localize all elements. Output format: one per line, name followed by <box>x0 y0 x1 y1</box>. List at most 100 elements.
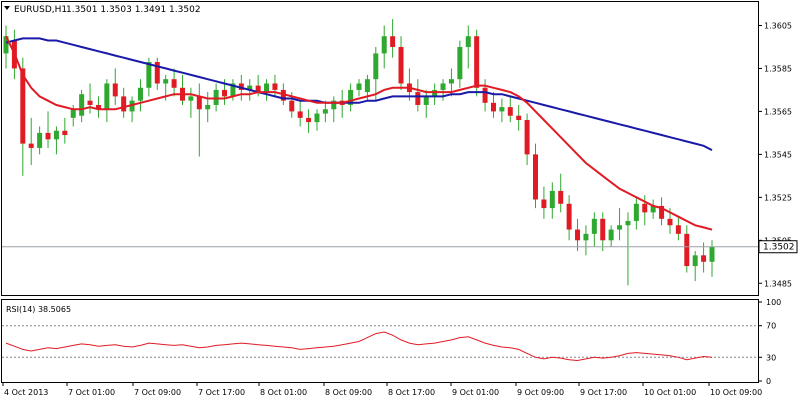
candle-body <box>331 100 337 110</box>
candle-body <box>667 218 673 226</box>
candle-body <box>79 94 85 116</box>
candle-body <box>95 104 101 110</box>
candle-body <box>348 89 354 105</box>
rsi-axis-label: 30 <box>766 353 776 362</box>
candle-body <box>37 132 43 148</box>
candle-body <box>137 87 143 101</box>
candle-body <box>524 120 530 155</box>
candle-body <box>600 218 606 241</box>
rsi-axis-label: 70 <box>766 322 776 331</box>
time-axis-label: 4 Oct 2013 <box>4 388 48 397</box>
price-panel-frame <box>1 1 759 296</box>
candle-body <box>381 36 387 54</box>
candle-body <box>642 203 648 213</box>
candle-body <box>264 83 270 93</box>
candle-body <box>205 104 211 110</box>
time-axis-label: 7 Oct 01:00 <box>68 388 115 397</box>
candle-body <box>533 154 538 200</box>
time-axis-label: 7 Oct 09:00 <box>134 388 181 397</box>
price-axis-label: 1.3585 <box>764 64 792 73</box>
candle-body <box>238 83 244 90</box>
rsi-axis-label: 0 <box>766 377 771 386</box>
current-price-box <box>758 240 798 254</box>
candle-body <box>247 85 253 90</box>
current-price-layer: 1.3502 <box>2 240 798 254</box>
time-axis-label: 9 Oct 01:00 <box>452 388 499 397</box>
candle-body <box>474 36 480 88</box>
candle-body <box>575 229 581 241</box>
candle-body <box>608 229 614 241</box>
candle-body <box>196 96 202 110</box>
symbol-label: EURUSD,H1 <box>14 5 67 15</box>
candle-body <box>440 83 446 90</box>
candle-body <box>398 46 404 84</box>
candle-body <box>121 96 127 112</box>
candle-body <box>20 68 26 144</box>
time-axis-label: 10 Oct 09:00 <box>710 388 762 397</box>
candle-body <box>465 36 471 47</box>
candle-body <box>633 203 639 221</box>
price-axis-label: 1.3545 <box>764 150 792 159</box>
candle-body <box>314 113 320 123</box>
current-price-label: 1.3502 <box>763 243 795 253</box>
price-axis-label: 1.3485 <box>764 279 792 288</box>
price-axis-label: 1.3565 <box>764 107 792 116</box>
time-axis-label: 8 Oct 17:00 <box>388 388 435 397</box>
candles-layer <box>3 19 715 286</box>
candle-body <box>163 79 169 84</box>
time-axis-label: 8 Oct 01:00 <box>260 388 307 397</box>
candle-body <box>625 220 631 226</box>
candle-body <box>3 36 9 54</box>
ohlc-readout: 1.3501 1.3503 1.3491 1.3502 <box>66 5 201 15</box>
candle-body <box>566 203 572 230</box>
candle-body <box>87 100 93 105</box>
candle-body <box>53 130 59 140</box>
candle-body <box>650 205 656 213</box>
candle-body <box>373 53 379 80</box>
candle-body <box>709 246 715 262</box>
time-axis: 4 Oct 2013 7 Oct 01:00 7 Oct 09:00 7 Oct 17… <box>2 382 762 397</box>
candle-body <box>171 79 177 88</box>
rsi-axis: 100 70 30 0 <box>758 298 781 386</box>
candle-body <box>541 199 547 209</box>
triangle-down-icon[interactable] <box>4 6 10 10</box>
candle-body <box>558 190 564 204</box>
candle-body <box>583 233 589 241</box>
candle-body <box>617 225 623 230</box>
candle-body <box>272 83 278 90</box>
candle-body <box>499 107 505 112</box>
candle-body <box>490 102 496 112</box>
candle-body <box>104 83 110 110</box>
candle-body <box>213 89 219 105</box>
candle-body <box>112 83 118 97</box>
price-axis-label: 1.3605 <box>764 21 792 30</box>
time-axis-label: 7 Oct 17:00 <box>198 388 245 397</box>
candle-body <box>591 218 597 234</box>
candle-body <box>390 36 396 47</box>
candle-body <box>684 233 690 267</box>
moving-averages-layer <box>5 35 713 231</box>
fast-ma-line <box>5 35 713 231</box>
rsi-line <box>5 331 713 362</box>
candle-body <box>255 85 261 93</box>
candle-body <box>659 205 665 219</box>
candle-body <box>448 79 454 84</box>
candle-body <box>457 46 463 80</box>
candle-body <box>507 107 513 116</box>
candle-body <box>675 225 681 234</box>
candle-body <box>62 130 68 136</box>
candle-body <box>222 89 228 97</box>
candle-body <box>482 87 488 103</box>
rsi-axis-label: 100 <box>766 298 781 307</box>
candle-body <box>549 190 555 209</box>
candle-body <box>306 117 312 123</box>
candle-body <box>280 89 286 101</box>
candle-body <box>356 83 362 90</box>
candle-body <box>432 89 438 97</box>
chart-header: EURUSD,H1 1.3501 1.3503 1.3491 1.3502 <box>4 5 201 15</box>
candle-body <box>70 109 76 118</box>
candle-body <box>364 79 370 93</box>
candle-body <box>154 62 160 84</box>
candle-body <box>230 83 236 97</box>
